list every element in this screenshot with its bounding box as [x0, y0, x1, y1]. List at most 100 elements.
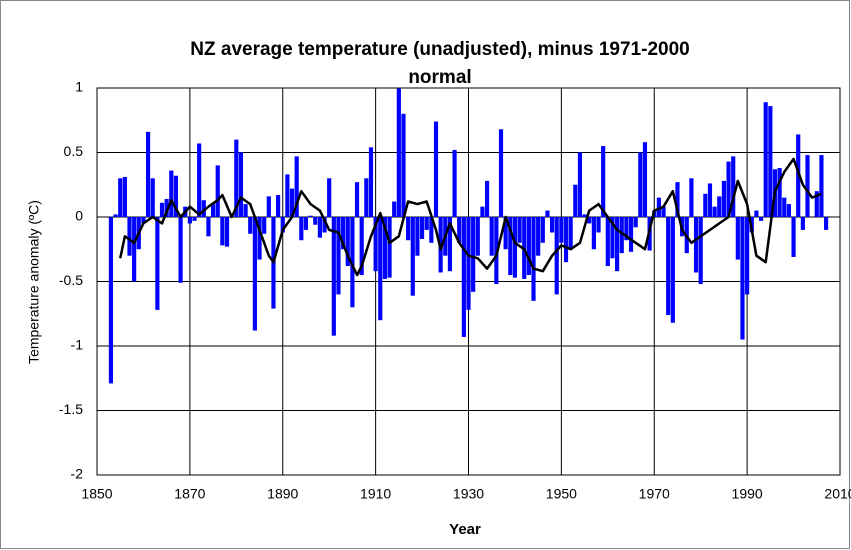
bar	[819, 155, 824, 217]
bar	[159, 202, 165, 217]
bar	[169, 170, 174, 217]
bar	[573, 184, 578, 217]
bar	[392, 201, 397, 217]
bar	[568, 217, 573, 250]
bar	[823, 217, 829, 230]
bar	[707, 183, 713, 217]
bar	[257, 217, 262, 260]
bar	[299, 217, 304, 241]
bar	[313, 217, 318, 225]
bar	[145, 131, 151, 217]
bar	[192, 217, 197, 221]
bar	[331, 217, 336, 336]
x-tick-label: 1870	[174, 486, 205, 502]
bar	[243, 204, 248, 217]
bar	[698, 217, 703, 285]
bar	[666, 217, 671, 316]
bar	[433, 121, 439, 217]
bar	[354, 182, 360, 217]
bar	[382, 217, 388, 279]
bar	[536, 217, 541, 256]
bar	[605, 217, 610, 267]
bar	[624, 217, 629, 241]
bar	[540, 217, 545, 243]
bar	[155, 217, 160, 310]
bar	[503, 217, 508, 250]
bar	[480, 206, 485, 217]
bar	[791, 217, 796, 257]
bar	[768, 106, 773, 217]
trend-line	[118, 157, 822, 277]
bar	[615, 217, 620, 272]
bar	[341, 217, 346, 250]
bar	[197, 143, 202, 217]
bar	[582, 214, 587, 217]
bar	[266, 196, 271, 217]
bar	[141, 217, 146, 224]
bar	[108, 217, 114, 384]
bar	[471, 217, 476, 292]
bar	[308, 215, 313, 217]
bar	[415, 217, 420, 256]
bar	[814, 191, 819, 217]
bar	[461, 217, 466, 337]
bar	[545, 210, 550, 217]
x-tick-label: 1990	[732, 486, 763, 502]
bar	[526, 217, 531, 276]
bar	[661, 206, 666, 217]
x-tick-label: 1890	[267, 486, 298, 502]
x-tick-label: 1910	[360, 486, 391, 502]
bar	[401, 113, 406, 217]
bar	[368, 147, 374, 217]
bar	[280, 217, 285, 233]
bar	[294, 156, 299, 217]
bar	[498, 129, 504, 217]
bar	[763, 102, 768, 217]
bar	[387, 217, 392, 278]
bar	[206, 217, 211, 237]
bar	[410, 217, 415, 296]
bar	[693, 217, 699, 273]
x-tick-label: 1850	[81, 486, 112, 502]
bar	[731, 156, 736, 217]
bar	[512, 217, 518, 278]
bar	[327, 178, 332, 217]
bar	[238, 152, 244, 217]
bar	[782, 197, 787, 217]
bar	[712, 206, 717, 217]
bar	[252, 217, 257, 331]
y-axis-label: Temperature anomaly (ºC)	[26, 200, 42, 364]
bar	[215, 165, 220, 217]
bar	[248, 217, 253, 234]
bar	[596, 217, 601, 233]
bar	[396, 88, 401, 217]
bar	[276, 195, 281, 217]
x-axis-label: Year	[449, 521, 481, 538]
bar	[740, 217, 745, 340]
bar	[373, 217, 378, 272]
bar	[675, 182, 680, 217]
bar	[489, 217, 494, 256]
bar	[531, 217, 536, 301]
bar	[429, 217, 434, 243]
bar	[447, 217, 453, 272]
bar	[322, 217, 327, 233]
bar	[619, 217, 624, 254]
bar	[800, 217, 805, 230]
bar	[406, 217, 411, 241]
bar	[777, 167, 782, 217]
bar	[178, 217, 183, 283]
bar	[754, 210, 759, 217]
bar	[786, 204, 792, 217]
y-tick-label: -1.5	[59, 401, 83, 417]
y-tick-label: 0	[75, 208, 83, 224]
bar	[317, 217, 322, 238]
bar	[591, 217, 596, 250]
bar	[132, 217, 137, 282]
bar	[187, 217, 192, 224]
bar	[601, 146, 606, 217]
bar	[475, 217, 480, 256]
bar	[587, 217, 592, 224]
bar	[508, 217, 513, 276]
